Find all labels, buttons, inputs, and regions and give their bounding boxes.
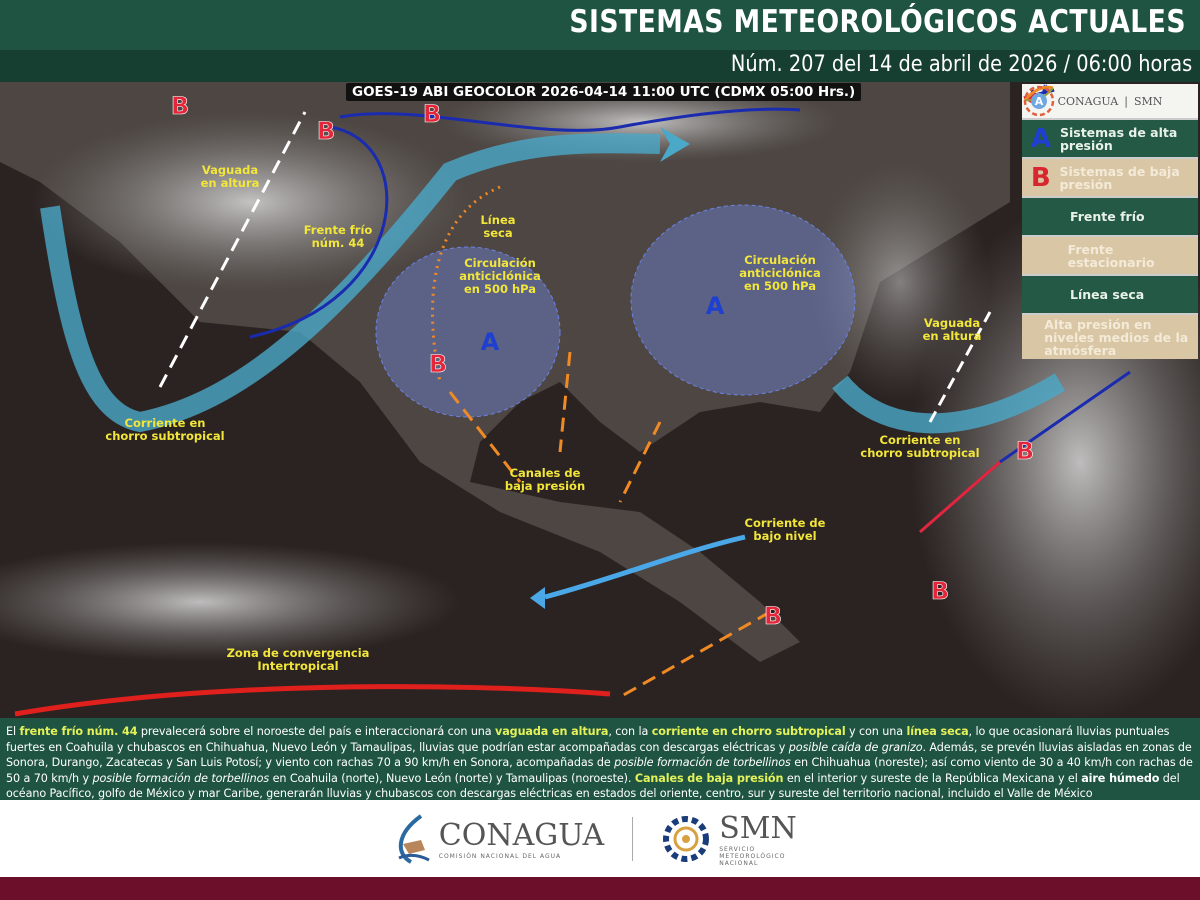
upper-trough-west — [158, 111, 307, 388]
low-pressure-symbol: B — [423, 100, 441, 128]
legend: CONAGUA | SMN A Sistemas de alta presión B… — [1022, 84, 1198, 359]
subtropical-jet-east — [832, 373, 1066, 434]
conagua-logo: CONAGUA — [1057, 94, 1119, 108]
description-text: posible formación de torbellinos — [92, 771, 270, 785]
description-text: aire húmedo — [1081, 771, 1160, 785]
legend-item-dry-line: Línea seca — [1022, 85, 1198, 313]
low-pressure-troughs — [448, 351, 771, 699]
map-label: Frente frío núm. 44 — [304, 223, 373, 250]
low-level-jet-arrow — [530, 587, 545, 609]
description-text: del océano Pacífico, golfo de México y m… — [6, 771, 1180, 801]
legend-item-cold-front: Frente frío — [1022, 84, 1198, 235]
description-text: posible formación de torbellinos — [614, 756, 791, 770]
pressure-centers: B B B B B B B A A — [171, 92, 1035, 631]
itcz — [14, 684, 611, 717]
legend-item-stationary-front: Frente estacionario — [1022, 84, 1198, 274]
description-text: posible caída de granizo — [788, 740, 923, 754]
smn-logo: SMN SERVICIO METEOROLÓGICO NACIONAL — [661, 811, 809, 867]
map-label: Línea seca — [480, 213, 515, 240]
highlighted-term: vaguada en altura — [495, 725, 609, 738]
satellite-caption: GOES-19 ABI GEOCOLOR 2026-04-14 11:00 UT… — [346, 83, 862, 101]
map-label: Corriente en chorro subtropical — [860, 433, 979, 460]
header-bar: SISTEMAS METEOROLÓGICOS ACTUALES — [0, 0, 1200, 50]
stationary-front-caribbean — [919, 460, 1001, 534]
low-pressure-symbol: B — [1016, 437, 1034, 465]
highlighted-term: Canales de baja presión — [634, 771, 784, 785]
logo-divider — [632, 816, 634, 861]
map-label: Vaguada en altura — [923, 316, 982, 343]
description-text: en Coahuila (norte), Nuevo León (norte) … — [269, 771, 635, 785]
smn-emblem-icon — [663, 815, 710, 862]
description-text: . Además, se prevén lluvias aisladas en … — [6, 740, 1192, 770]
footer-logos: CONAGUA COMISIÓN NACIONAL DEL AGUA SMN SER… — [0, 800, 1200, 877]
highlighted-term: línea seca — [906, 725, 969, 738]
description-text: El — [6, 725, 20, 738]
highlighted-term: frente frío núm. 44 — [19, 725, 138, 738]
svg-text:A: A — [1035, 95, 1044, 108]
map-label: Canales de baja presión — [505, 466, 585, 493]
low-pressure-symbol: B — [171, 92, 189, 120]
low-pressure-icon: B — [1030, 162, 1051, 193]
subheader-bar: Núm. 207 del 14 de abril de 2026 / 06:00… — [0, 50, 1200, 82]
highlighted-term: corriente en chorro subtropical — [651, 725, 846, 738]
legend-item-low-pressure: B Sistemas de baja presión — [1022, 157, 1198, 196]
low-pressure-symbol: B — [764, 602, 782, 630]
weather-map: Vaguada en altura Frente frío núm. 44 Línea s… — [0, 82, 1200, 718]
map-labels: Vaguada en altura Frente frío núm. 44 Línea s… — [105, 163, 981, 673]
bulletin-number-date: Núm. 207 del 14 de abril de 2026 / 06:00… — [730, 52, 1192, 77]
anticyclone-area-west — [375, 246, 561, 418]
high-pressure-symbol: A — [706, 292, 725, 320]
low-pressure-symbol: B — [429, 350, 447, 378]
map-label: Vaguada en altura — [201, 163, 260, 190]
bottom-bar — [0, 877, 1200, 900]
map-graphics: Vaguada en altura Frente frío núm. 44 Línea s… — [0, 82, 1200, 718]
map-label: Corriente de bajo nivel — [745, 516, 826, 543]
low-level-jet — [544, 534, 746, 600]
anticyclone-area-east — [630, 204, 856, 396]
map-label: Corriente en chorro subtropical — [105, 416, 224, 443]
low-pressure-symbol: B — [317, 117, 335, 145]
conagua-logo: CONAGUA COMISIÓN NACIONAL DEL AGUA — [391, 813, 604, 864]
stationary-front-north — [339, 107, 801, 132]
description-text: y con una — [845, 725, 907, 738]
subtropical-jet-west — [40, 133, 661, 433]
description-text: prevalecerá sobre el noroeste del país e… — [137, 725, 496, 738]
description-text: , lo que ocasionará lluvias puntuales fu… — [6, 725, 1170, 754]
forecast-description: El frente frío núm. 44 prevalecerá sobre… — [0, 718, 1200, 800]
jet-arrow-head — [660, 127, 690, 162]
page-title: SISTEMAS METEOROLÓGICOS ACTUALES — [569, 4, 1186, 40]
map-label: Circulación anticiclónica en 500 hPa — [459, 256, 541, 296]
legend-item-mid-level-high: A Alta presión en niveles medios de la at… — [1022, 85, 1198, 359]
upper-trough-east — [928, 311, 992, 423]
low-pressure-symbol: B — [931, 577, 949, 605]
conagua-emblem-icon — [398, 813, 430, 864]
map-label: Circulación anticiclónica en 500 hPa — [739, 253, 821, 293]
legend-item-high-pressure: A Sistemas de alta presión — [1022, 118, 1198, 157]
description-text: , con la — [608, 725, 652, 738]
high-pressure-symbol: A — [481, 328, 500, 356]
description-text: en Chihuahua (noreste); así como viento … — [6, 756, 1193, 785]
cold-front-44 — [249, 125, 389, 339]
description-text: en el interior y sureste de la República… — [783, 771, 1082, 785]
smn-logo: SMN — [1133, 94, 1163, 108]
map-label: Zona de convergencia Intertropical — [227, 646, 370, 673]
high-pressure-icon: A — [1030, 123, 1052, 154]
